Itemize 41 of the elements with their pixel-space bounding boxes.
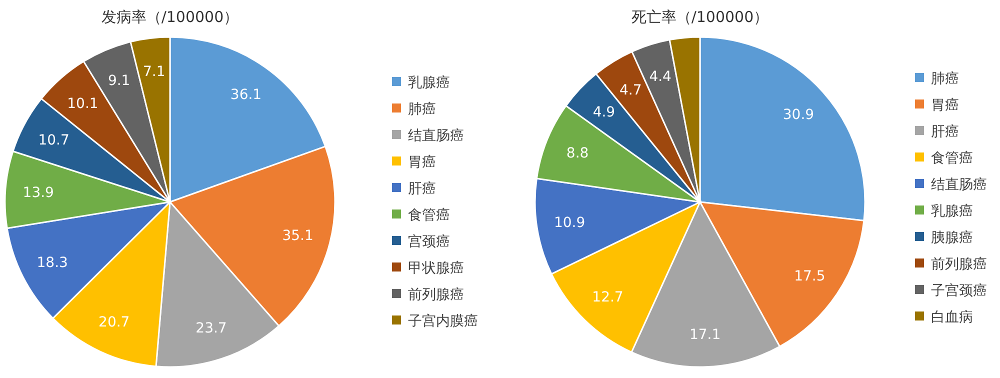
legend-label: 前列腺癌 bbox=[408, 287, 464, 303]
chart-title: 发病率（/100000） bbox=[101, 8, 239, 26]
legend-label: 子宫颈癌 bbox=[931, 283, 987, 299]
data-label: 35.1 bbox=[282, 228, 314, 244]
legend-label: 肺癌 bbox=[931, 71, 959, 87]
chart-title: 死亡率（/100000） bbox=[631, 8, 769, 26]
legend-label: 乳腺癌 bbox=[408, 75, 450, 91]
legend-label: 乳腺癌 bbox=[931, 204, 973, 220]
data-label: 20.7 bbox=[98, 314, 130, 331]
data-label: 36.1 bbox=[230, 87, 262, 104]
legend-label: 子宫内膜癌 bbox=[408, 314, 478, 330]
legend-label: 肝癌 bbox=[408, 181, 436, 197]
data-label: 12.7 bbox=[592, 289, 624, 306]
data-label: 9.1 bbox=[108, 73, 130, 90]
data-label: 4.4 bbox=[649, 69, 672, 86]
data-label: 13.9 bbox=[22, 184, 54, 201]
data-label: 8.8 bbox=[566, 146, 589, 162]
data-label: 17.1 bbox=[689, 326, 721, 343]
legend-label: 白血病 bbox=[931, 310, 973, 326]
legend-label: 结直肠癌 bbox=[408, 128, 464, 144]
legend-label: 食管癌 bbox=[931, 150, 973, 166]
data-label: 10.9 bbox=[554, 215, 586, 232]
data-label: 17.5 bbox=[794, 268, 826, 284]
legend-label: 胃癌 bbox=[931, 98, 959, 114]
legend-label: 胃癌 bbox=[408, 154, 436, 170]
data-label: 10.7 bbox=[38, 132, 70, 148]
legend-label: 结直肠癌 bbox=[931, 177, 987, 193]
data-label: 30.9 bbox=[782, 107, 814, 124]
legend-label: 前列腺癌 bbox=[931, 256, 987, 272]
legend-label: 甲状腺癌 bbox=[408, 260, 464, 276]
data-label: 4.9 bbox=[592, 104, 616, 120]
data-label: 10.1 bbox=[67, 96, 98, 112]
legend-label: 食管癌 bbox=[408, 208, 450, 224]
data-label: 7.1 bbox=[142, 64, 166, 80]
legend-label: 肺癌 bbox=[408, 102, 436, 118]
data-label: 4.7 bbox=[620, 82, 642, 99]
legend-label: 肝癌 bbox=[931, 124, 959, 140]
legend-label: 胰腺癌 bbox=[931, 230, 973, 246]
legend-label: 宫颈癌 bbox=[408, 234, 450, 250]
data-label: 18.3 bbox=[36, 254, 68, 271]
data-label: 23.7 bbox=[196, 320, 227, 336]
